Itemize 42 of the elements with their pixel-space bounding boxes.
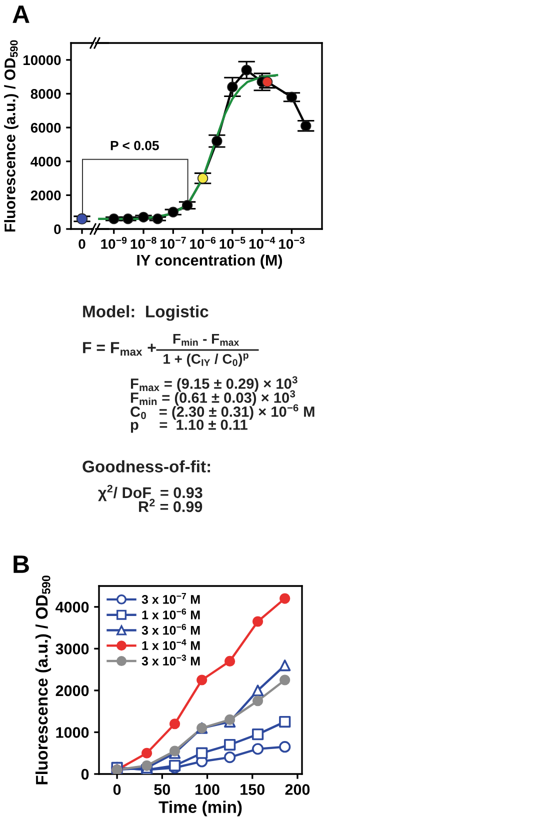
- legend-label: 1 x 10$^{−4}$ M: [142, 639, 200, 650]
- x-tick-label: 10$^{−7}$: [160, 236, 186, 249]
- x-tick-label: 10$^{−4}$: [249, 236, 276, 249]
- text: Model: Logistic: [83, 305, 208, 321]
- x-tick-label: 50: [154, 784, 170, 795]
- y-tick-label: 10000: [24, 55, 61, 66]
- y-tick-label: 1000: [56, 727, 89, 738]
- x-tick-label: 10$^{−3}$: [279, 236, 304, 249]
- y-axis-title: Fluorescence (a.u.) / OD$_{590}$: [35, 576, 51, 784]
- chart-title: A: [12, 6, 30, 23]
- y-tick-label: 2000: [56, 685, 89, 696]
- y-tick-label: 2000: [30, 190, 61, 200]
- text: F = F$_{max}$ +: [83, 342, 156, 356]
- legend-label: 1 x 10$^{−6}$ M: [142, 608, 200, 620]
- text: p = 1.10 ± 0.11: [130, 420, 248, 433]
- y-tick-label: 6000: [30, 122, 61, 133]
- x-tick-label: 10$^{−5}$: [220, 236, 246, 249]
- legend-label: 3 x 10$^{−3}$ M: [142, 654, 200, 666]
- text: 1 + (C$_{IY}$ / C$_{0}$)$^{p}$: [164, 353, 248, 367]
- legend-label: 3 x 10$^{−7}$ M: [142, 593, 200, 604]
- x-axis-title: Time (min): [158, 800, 242, 816]
- x-tick-label: 200: [285, 784, 310, 795]
- annotation: P < 0.05: [110, 140, 159, 150]
- y-tick-label: 0: [54, 224, 61, 234]
- y-tick-label: 4000: [56, 602, 89, 613]
- x-axis-title: IY concentration (M): [137, 254, 282, 269]
- text: F$_{min}$ - F$_{max}$: [173, 334, 240, 346]
- text: Goodness-of-fit:: [82, 460, 210, 472]
- y-tick-label: 8000: [30, 89, 61, 99]
- x-tick-label: 10$^{−8}$: [130, 236, 156, 249]
- x-tick-label: 150: [240, 784, 264, 795]
- x-tick-label: 100: [195, 784, 220, 795]
- y-axis-title: Fluorescence (a.u.) / OD$_{590}$: [4, 40, 18, 232]
- x-tick-label: 0: [113, 784, 121, 795]
- x-tick-label: 10$^{−6}$: [190, 236, 216, 249]
- y-tick-label: 3000: [56, 644, 89, 654]
- chart-title: B: [14, 556, 29, 573]
- legend-label: 3 x 10$^{−6}$ M: [142, 624, 200, 635]
- text: R$^{2}$ = 0.99: [139, 498, 202, 512]
- y-tick-label: 4000: [30, 156, 61, 167]
- x-tick-label: 10$^{−9}$: [101, 236, 127, 249]
- y-tick-label: 0: [81, 768, 89, 780]
